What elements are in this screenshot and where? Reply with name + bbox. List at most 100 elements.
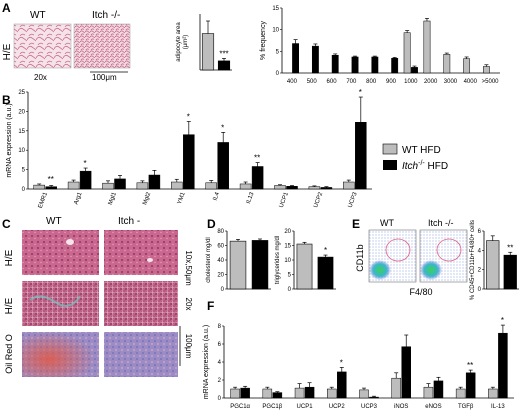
category-label: Mgl1 bbox=[108, 191, 118, 206]
panel-a-stain-label: H/E bbox=[2, 43, 13, 60]
bar-wt bbox=[229, 240, 247, 290]
panel-b: B 0 5 10 15 20 25 ** EMR1 * Arg1 Mgl1 Mgl2 * YM1 * IL4 *… bbox=[2, 88, 372, 209]
liver-he-itch-micrograph bbox=[104, 230, 178, 275]
bar-wt-5000 bbox=[482, 66, 490, 74]
F-mrna-ytick-label: 4 bbox=[218, 360, 222, 366]
bar-wt-ucp1 bbox=[294, 387, 305, 399]
A-frequency-ytick-label: 15 bbox=[272, 6, 279, 12]
panel-c-scale-top: 10x,50μm bbox=[184, 250, 193, 286]
significance-marker: * bbox=[221, 123, 224, 132]
category-label: UCP2 bbox=[329, 404, 346, 410]
category-label: PGC1β bbox=[262, 404, 282, 410]
bar-wt bbox=[296, 243, 313, 290]
bar-wt-il4 bbox=[205, 182, 217, 190]
legend-itch-label: Itch-/- HFD bbox=[402, 160, 448, 172]
bar-wt-ucp3 bbox=[343, 181, 355, 190]
panel-e-letter: E bbox=[352, 217, 360, 231]
legend-itch-sup: -/- bbox=[418, 160, 425, 167]
category-label: 700 bbox=[346, 79, 357, 85]
facs-wt-gate bbox=[385, 238, 411, 262]
bar-itch-inos bbox=[401, 346, 411, 399]
panel-d: D 0 20 40 60 80 cholesterol mg/dl 0 5 10 15 20 * tr… bbox=[206, 217, 336, 293]
category-label: Arg1 bbox=[74, 191, 84, 206]
panel-c-itch-label: Itch - bbox=[118, 216, 140, 227]
A-frequency-ytick-label: 5 bbox=[276, 49, 280, 55]
F-mrna-ytick-label: 8 bbox=[218, 324, 222, 330]
liver-he20x-wt-micrograph bbox=[22, 281, 99, 326]
bar-itch-mgl2 bbox=[148, 174, 161, 190]
y-axis-label: % CD45+CD11b+F4/80+ cells bbox=[470, 220, 476, 300]
liver-he20x-itch-micrograph bbox=[104, 281, 178, 326]
category-label: 900 bbox=[386, 79, 397, 85]
significance-marker: ** bbox=[254, 154, 260, 163]
bar-wt-inos bbox=[391, 377, 401, 399]
bar-itch bbox=[317, 256, 334, 290]
panel-f-letter: F bbox=[207, 299, 214, 313]
F-mrna-ytick-label: 2 bbox=[218, 378, 222, 384]
D-cholesterol-ytick-label: 40 bbox=[217, 258, 224, 264]
y-axis-label: mRNA expression (a.u.) bbox=[6, 103, 13, 177]
significance-marker: * bbox=[501, 316, 504, 325]
F-mrna-ytick-label: 6 bbox=[218, 342, 222, 348]
panel-a-letter: A bbox=[2, 1, 11, 15]
bar-itch bbox=[217, 60, 231, 71]
bar-itch-arg1 bbox=[79, 170, 92, 190]
category-label: 500 bbox=[307, 79, 318, 85]
bar-itch-pgc1 bbox=[272, 392, 283, 399]
liver-oilred-wt-lipid bbox=[22, 332, 99, 377]
panel-a-mag-label: 20x bbox=[34, 73, 47, 82]
bar-itch-ucp3 bbox=[369, 396, 379, 399]
adipocyte-area-chart: *** adipocyte area (μm²) bbox=[176, 14, 232, 71]
E-macrophage-ytick-label: 2 bbox=[478, 268, 482, 274]
significance-marker: * bbox=[324, 246, 327, 255]
panel-c-mag-mid: 20x bbox=[184, 298, 193, 311]
significance-marker: ** bbox=[507, 243, 513, 252]
panel-a: A WT Itch -/- H/E 20x 100μm *** adipocyte… bbox=[2, 1, 500, 85]
bar-wt bbox=[486, 240, 500, 290]
bar-itch-ucp2 bbox=[337, 371, 347, 399]
bar-wt-ucp2 bbox=[327, 388, 337, 399]
E-macrophage-ytick-label: 0 bbox=[478, 287, 482, 293]
cholesterol-chart: 0 20 40 60 80 cholesterol mg/dl bbox=[206, 229, 271, 293]
bar-wt-2000 bbox=[423, 20, 431, 74]
category-label: IL-13 bbox=[491, 404, 505, 410]
bar-wt-tgf bbox=[455, 388, 466, 399]
bar-wt bbox=[201, 33, 215, 71]
bar-itch bbox=[251, 240, 269, 290]
significance-marker: ** bbox=[48, 175, 54, 184]
category-label: 2000 bbox=[424, 79, 438, 85]
y-axis-label: cholesterol mg/dl bbox=[206, 237, 212, 282]
panel-a-itch-label: Itch -/- bbox=[92, 10, 120, 21]
panel-a-scale-label: 100μm bbox=[92, 73, 117, 82]
mrna-expression-liver-chart: 0 2 4 6 8 PGC1α PGC1β UCP1 * UCP2 UCP3 iNOS eNOS ** TG… bbox=[203, 316, 514, 410]
D-triglycerides-ytick-label: 5 bbox=[288, 273, 292, 279]
y-axis-unit: (μm²) bbox=[183, 35, 189, 49]
panel-c-row2-label: H/E bbox=[4, 297, 15, 314]
B-mrna-ytick-label: 15 bbox=[18, 129, 25, 135]
panel-e-itch-label: Itch -/- bbox=[428, 218, 454, 228]
significance-marker: * bbox=[84, 159, 87, 168]
bar-wt-enos bbox=[423, 386, 434, 399]
y-axis-label: triglycerides mg/dl bbox=[275, 236, 281, 284]
bar-itch-tgf bbox=[465, 372, 476, 399]
liver-he-wt-micrograph bbox=[22, 230, 99, 275]
panel-c-row3-label: Oil Red O bbox=[4, 334, 14, 374]
bar-wt-3000 bbox=[443, 54, 451, 74]
significance-marker: * bbox=[187, 112, 190, 121]
panel-b-letter: B bbox=[2, 93, 11, 107]
facs-itch-population bbox=[420, 260, 442, 280]
B-mrna-ytick-label: 10 bbox=[18, 148, 25, 154]
category-label: TGFβ bbox=[458, 404, 474, 410]
bar-wt-ucp1 bbox=[274, 185, 286, 190]
D-triglycerides-ytick-label: 0 bbox=[288, 287, 292, 293]
bar-wt-1000 bbox=[403, 32, 411, 74]
facs-xaxis-label: F4/80 bbox=[409, 287, 432, 297]
bar-itch-il13 bbox=[251, 166, 264, 190]
bar-wt-mgl2 bbox=[136, 182, 149, 190]
bar-itch-enos bbox=[433, 380, 444, 399]
category-label: iNOS bbox=[394, 404, 408, 410]
frequency-chart: 0 5 10 15 400 500 600 700 800 900 1000 2000 3000 4000… bbox=[260, 6, 500, 85]
adipose-itch-micrograph bbox=[73, 23, 131, 69]
legend: WT HFD Itch-/- HFD bbox=[382, 143, 448, 172]
